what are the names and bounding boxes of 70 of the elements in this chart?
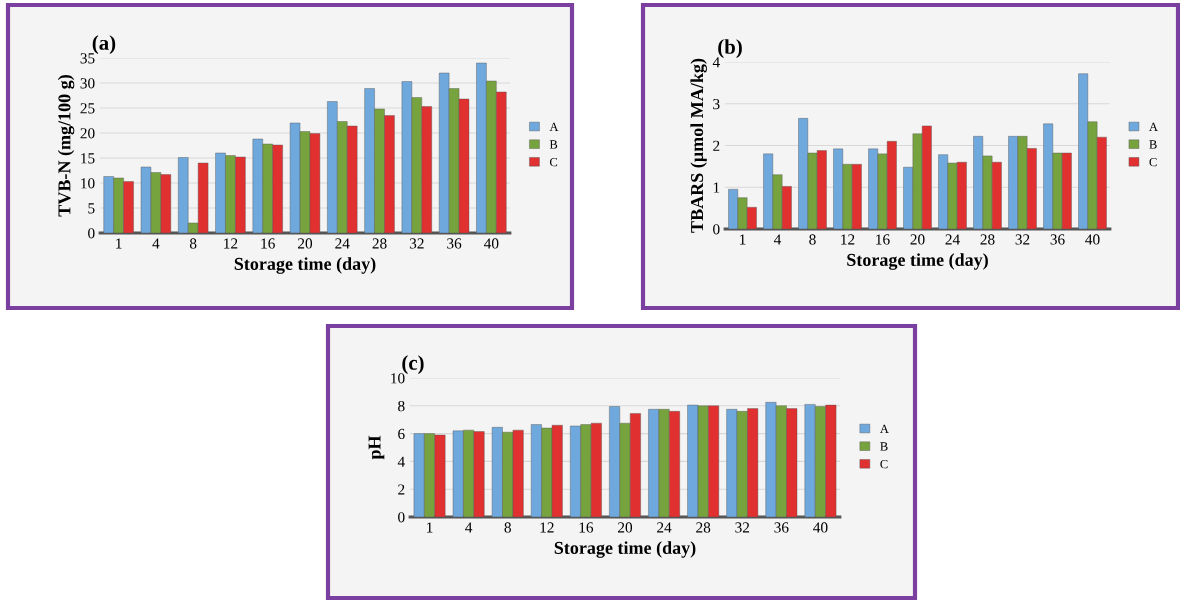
x-tick-label: 12 (224, 238, 238, 249)
x-tick-label: 12 (540, 522, 554, 533)
x-tick-label: 40 (484, 238, 499, 249)
x-tick-label: 20 (618, 522, 633, 533)
y-tick-label: 0 (398, 512, 405, 523)
legend-label: C (1149, 157, 1157, 167)
y-tick-label: 10 (81, 178, 95, 189)
x-tick-label: 24 (945, 234, 960, 245)
y-axis-title: TBARS (µmol MA/kg) (690, 58, 707, 233)
y-tick-label: 2 (398, 484, 405, 495)
chart-title: (a) (92, 35, 116, 55)
x-tick-label: 8 (504, 522, 511, 533)
legend-label: A (1149, 122, 1158, 131)
y-tick-label: 15 (81, 153, 95, 164)
legend-label: A (549, 122, 559, 131)
y-axis-title: pH (368, 435, 385, 460)
legend-label: B (880, 442, 888, 451)
x-tick-label: 24 (335, 238, 350, 249)
y-tick-label: 20 (80, 128, 95, 139)
chart-title: (b) (718, 39, 742, 59)
x-tick-label: 16 (876, 234, 890, 245)
x-tick-label: 28 (696, 522, 711, 533)
y-tick-label: 0 (88, 228, 95, 239)
y-tick-label: 10 (391, 373, 405, 384)
y-tick-label: 2 (713, 140, 720, 151)
x-tick-label: 24 (657, 522, 672, 533)
y-axis-title: TVB-N (mg/100 g) (57, 75, 75, 217)
x-tick-label: 32 (1015, 234, 1030, 245)
x-tick-label: 4 (773, 234, 782, 245)
x-tick-label: 36 (1050, 234, 1065, 245)
x-tick-label: 32 (409, 238, 424, 249)
legend-label: A (879, 424, 889, 433)
y-tick-label: 4 (712, 57, 720, 68)
x-tick-label: 40 (813, 522, 828, 533)
x-tick-label: 12 (841, 234, 855, 245)
x-tick-label: 20 (298, 238, 313, 249)
x-tick-label: 28 (980, 234, 995, 245)
legend-label: B (549, 140, 558, 149)
x-tick-label: 1 (116, 238, 122, 249)
y-tick-label: 4 (397, 456, 405, 467)
x-tick-label: 8 (809, 234, 816, 245)
y-tick-label: 25 (80, 103, 95, 114)
x-tick-label: 36 (447, 238, 462, 249)
x-tick-label: 16 (261, 238, 275, 249)
x-tick-label: 1 (427, 522, 433, 533)
legend-label: C (549, 157, 558, 167)
x-tick-label: 8 (189, 238, 197, 249)
x-tick-label: 40 (1085, 234, 1100, 245)
x-axis-title: Storage time (day) (234, 257, 376, 274)
y-tick-label: 0 (713, 224, 720, 235)
x-tick-label: 1 (740, 234, 746, 245)
chart-title: (c) (402, 355, 424, 375)
x-tick-label: 20 (910, 234, 925, 245)
x-tick-label: 4 (465, 522, 473, 533)
x-tick-label: 28 (372, 238, 387, 249)
x-tick-label: 16 (579, 522, 594, 533)
y-tick-label: 3 (713, 98, 720, 110)
legend-label: B (1149, 140, 1157, 149)
x-tick-label: 4 (152, 238, 160, 249)
x-tick-label: 36 (774, 522, 789, 533)
x-axis-title: Storage time (day) (847, 253, 988, 270)
x-axis-title: Storage time (day) (554, 541, 696, 558)
y-tick-label: 35 (80, 53, 95, 64)
y-tick-label: 30 (80, 78, 95, 89)
y-tick-label: 1 (713, 182, 720, 193)
y-tick-label: 6 (398, 428, 405, 440)
y-tick-label: 8 (398, 400, 405, 412)
legend-label: C (880, 459, 888, 469)
y-tick-label: 5 (88, 203, 95, 214)
x-tick-label: 32 (735, 522, 750, 533)
